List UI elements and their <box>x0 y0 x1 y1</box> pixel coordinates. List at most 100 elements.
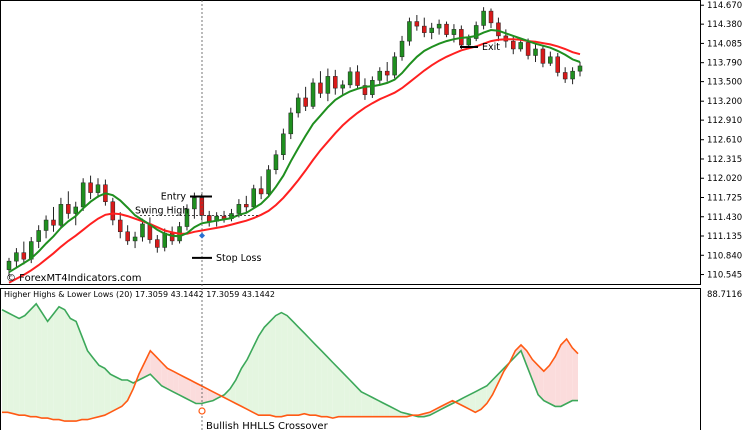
bullish-fill-segment <box>104 368 111 416</box>
bear-candle <box>88 182 93 193</box>
bearish-fill-segment <box>173 371 179 395</box>
bullish-fill-segment <box>252 336 259 416</box>
bear-candle <box>511 40 516 50</box>
price-tick-label: 114.085 <box>707 39 742 49</box>
bull-candle <box>288 112 294 135</box>
bull-candle <box>80 182 86 208</box>
bull-candle <box>58 204 64 226</box>
bullish-fill-segment <box>469 391 476 413</box>
bullish-fill-segment <box>349 380 356 417</box>
bull-candle <box>407 21 412 42</box>
bullish-fill-segment <box>64 309 71 422</box>
bear-candle <box>155 239 160 248</box>
bullish-fill-segment <box>372 397 379 417</box>
bullish-fill-segment <box>230 380 236 404</box>
bullish-fill-segment <box>93 358 99 419</box>
slow-moving-average-line <box>8 38 581 284</box>
bullish-fill-segment <box>76 321 82 422</box>
bullish-fill-segment <box>59 306 65 422</box>
bullish-fill-segment <box>121 380 128 407</box>
bear-candle <box>422 25 427 33</box>
bullish-fill-segment <box>281 312 288 417</box>
bullish-fill-segment <box>87 350 94 420</box>
bullish-fill-segment <box>332 362 339 419</box>
bullish-crossover-label: Bullish HHLLS Crossover <box>206 421 329 430</box>
bear-candle <box>444 23 449 35</box>
bear-candle <box>125 231 130 242</box>
bullish-fill-segment <box>2 309 8 413</box>
price-tick-label: 110.545 <box>707 271 742 281</box>
bull-candle <box>533 48 538 56</box>
bullish-fill-segment <box>53 306 60 420</box>
indicator-panel: Higher Highs & Lower Lows (20) 17.3059 4… <box>0 288 742 430</box>
bullish-fill-segment <box>36 303 42 419</box>
price-panel: 114.670 114.380 114.085 113.790 113.500 113.2… <box>0 0 742 285</box>
bear-candle <box>169 232 175 242</box>
price-tick-label: 111.725 <box>707 193 742 203</box>
bull-candle <box>184 208 190 227</box>
bullish-fill-segment <box>486 380 493 404</box>
bear-candle <box>318 82 323 94</box>
bull-candle <box>162 232 167 248</box>
bullish-fill-segment <box>275 312 282 417</box>
bull-candle <box>325 76 331 94</box>
bearish-fill-segment <box>195 382 202 404</box>
entry-label: Entry <box>161 192 187 203</box>
bull-candle <box>473 25 479 39</box>
bullish-fill-segment <box>327 356 333 419</box>
bullish-fill-segment <box>309 339 316 416</box>
bull-candle <box>95 184 101 193</box>
watermark-text: © ForexMT4Indicators.com <box>6 273 142 284</box>
bear-candle <box>562 72 568 80</box>
bearish-fill-segment <box>201 385 208 404</box>
lower-lows-line <box>2 337 579 422</box>
bullish-fill-segment <box>70 318 77 422</box>
price-tick-label: 112.315 <box>707 155 742 165</box>
bullish-fill-segment <box>47 314 54 420</box>
bull-candle <box>466 38 472 46</box>
bull-candle <box>6 260 12 270</box>
bull-candle <box>518 42 523 50</box>
bull-candle <box>43 219 49 231</box>
higher-highs-line <box>1 302 578 418</box>
entry-signal-diamond <box>199 232 205 239</box>
price-tick-label: 111.135 <box>707 232 742 242</box>
bullish-fill-segment <box>366 394 373 417</box>
price-tick-label: 112.610 <box>707 136 742 146</box>
bear-candle <box>51 219 56 226</box>
bullish-fill-segment <box>338 368 345 417</box>
bull-candle <box>266 169 271 195</box>
bearish-fill-segment <box>572 347 578 401</box>
indicator-tick-label: 88.7116 <box>707 290 742 300</box>
bull-candle <box>436 23 442 29</box>
bullish-fill-segment <box>384 403 390 417</box>
crossover-marker <box>198 407 206 415</box>
bullish-fill-segment <box>270 315 276 417</box>
bear-candle <box>540 48 546 64</box>
bearish-fill-segment <box>184 377 191 401</box>
bullish-fill-segment <box>13 315 20 416</box>
bear-candle <box>258 188 264 195</box>
bullish-fill-segment <box>304 333 310 416</box>
bear-candle <box>21 252 27 260</box>
bullish-fill-segment <box>378 400 385 417</box>
fast-moving-average-line <box>8 28 581 274</box>
price-tick-label: 113.200 <box>707 97 742 107</box>
stop-loss-label: Stop Loss <box>216 253 262 264</box>
bull-candle <box>347 71 353 86</box>
bear-candle <box>117 219 123 233</box>
bearish-fill-segment <box>190 380 196 404</box>
bearish-fill-segment <box>150 350 156 381</box>
bearish-fill-segment <box>549 356 556 407</box>
swing-high-label: Swing High <box>135 205 188 216</box>
bullish-fill-segment <box>116 377 122 410</box>
bull-candle <box>273 154 279 170</box>
bull-candle <box>570 70 575 80</box>
bullish-fill-segment <box>361 391 367 417</box>
price-panel-frame <box>0 0 701 285</box>
indicator-panel-frame <box>0 288 701 430</box>
bearish-fill-segment <box>161 362 168 389</box>
bear-candle <box>362 85 368 95</box>
bearish-fill-segment <box>144 350 151 378</box>
